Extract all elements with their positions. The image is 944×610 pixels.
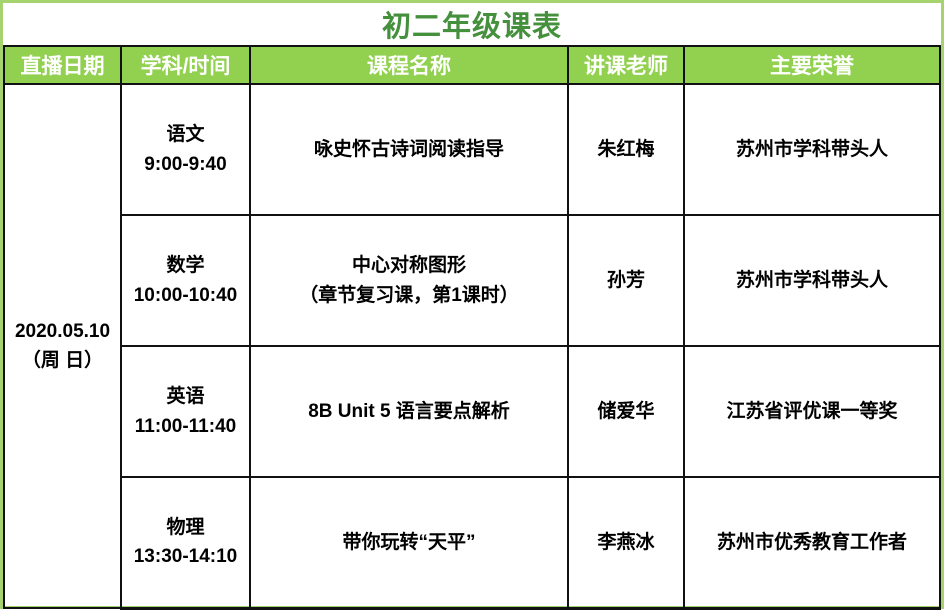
table-header-row: 直播日期 学科/时间 课程名称 讲课老师 主要荣誉	[3, 45, 941, 85]
header-subject-time: 学科/时间	[120, 45, 251, 85]
subject-label: 英语	[166, 386, 205, 408]
subject-label: 物理	[166, 516, 205, 538]
time-label: 9:00-9:40	[144, 153, 227, 175]
table-row: 数学 10:00-10:40 中心对称图形 （章节复习课，第1课时） 孙芳 苏州…	[4, 214, 941, 347]
broadcast-weekday: （周 日）	[21, 350, 104, 371]
course-line: 带你玩转“天平”	[342, 531, 476, 553]
honor-cell: 江苏省评优课一等奖	[683, 345, 941, 478]
table-row: 英语 11:00-11:40 8B Unit 5 语言要点解析 储爱华 江苏省评…	[4, 345, 941, 478]
course-line: 8B Unit 5 语言要点解析	[308, 400, 510, 422]
teacher-cell: 储爱华	[567, 345, 685, 478]
title-bar: 初二年级课表	[3, 3, 941, 45]
subject-time-cell: 英语 11:00-11:40	[120, 345, 251, 478]
class-schedule-table: 直播日期 学科/时间 课程名称 讲课老师 主要荣誉 2020.05.10 （周 …	[3, 45, 941, 610]
course-name-cell: 8B Unit 5 语言要点解析	[249, 345, 569, 478]
broadcast-date: 2020.05.10	[14, 320, 111, 342]
course-name-cell: 中心对称图形 （章节复习课，第1课时）	[249, 214, 569, 347]
table-row: 2020.05.10 （周 日） 语文 9:00-9:40 咏史怀古诗词阅读指导…	[3, 83, 941, 609]
broadcast-date-cell: 2020.05.10 （周 日）	[3, 83, 122, 609]
time-label: 10:00-10:40	[133, 284, 238, 306]
course-name-cell: 带你玩转“天平”	[249, 476, 569, 610]
header-course-name: 课程名称	[249, 45, 569, 85]
header-honors: 主要荣誉	[683, 45, 941, 85]
header-broadcast-date: 直播日期	[3, 45, 122, 85]
time-label: 13:30-14:10	[133, 546, 238, 568]
teacher-cell: 孙芳	[567, 214, 685, 347]
subject-time-cell: 数学 10:00-10:40	[120, 214, 251, 347]
subject-time-cell: 物理 13:30-14:10	[120, 476, 251, 610]
table-row: 物理 13:30-14:10 带你玩转“天平” 李燕冰 苏州市优秀教育工作者	[4, 476, 941, 610]
course-line: 中心对称图形	[351, 255, 466, 277]
honor-cell: 苏州市学科带头人	[683, 83, 941, 216]
course-name-cell: 咏史怀古诗词阅读指导	[249, 83, 569, 216]
honor-cell: 苏州市优秀教育工作者	[683, 476, 941, 610]
subject-label: 语文	[166, 124, 205, 146]
subject-time-cell: 语文 9:00-9:40	[120, 83, 251, 216]
page-title: 初二年级课表	[381, 11, 562, 43]
course-line: （章节复习课，第1课时）	[299, 284, 519, 306]
honor-cell: 苏州市学科带头人	[683, 214, 941, 347]
header-teacher: 讲课老师	[567, 45, 685, 85]
course-line: 咏史怀古诗词阅读指导	[313, 138, 504, 160]
teacher-cell: 李燕冰	[567, 476, 685, 610]
teacher-cell: 朱红梅	[567, 83, 685, 216]
time-label: 11:00-11:40	[134, 415, 237, 437]
subject-label: 数学	[166, 255, 205, 277]
